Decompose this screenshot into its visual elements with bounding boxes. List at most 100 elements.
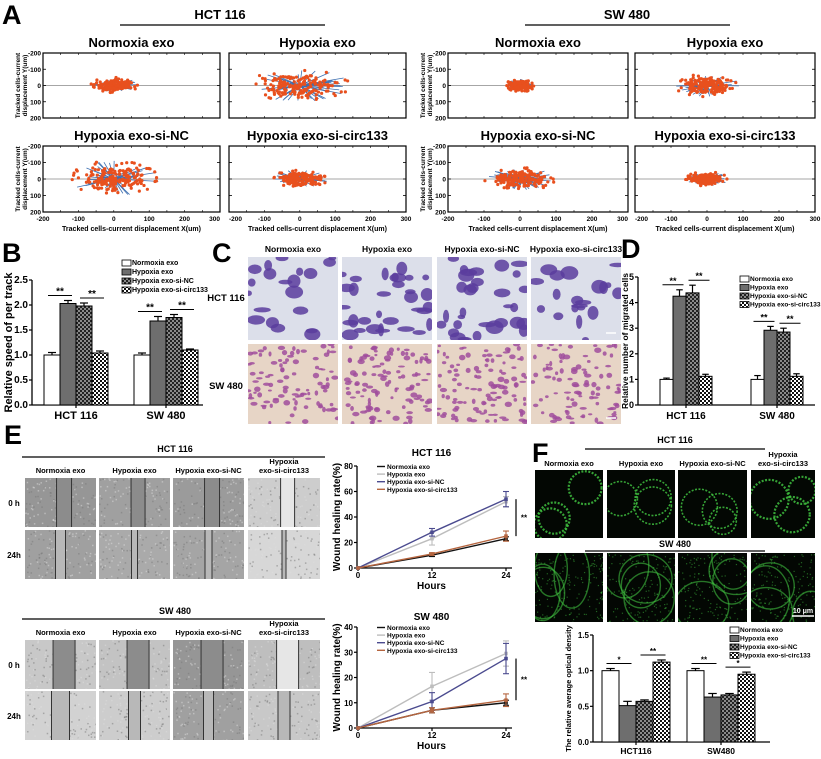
cell-texture [198,577,200,579]
track-endpoint [271,84,275,88]
cell-texture [308,513,311,516]
cell-texture [75,653,77,656]
track-endpoint [510,179,514,183]
cell-texture [271,679,274,681]
cell-texture [228,540,231,542]
cell-texture [224,517,226,519]
cell-texture [78,719,80,721]
stained-cell [294,400,298,406]
cell-texture [255,682,257,685]
cell-texture [319,683,320,685]
stained-cell [606,344,614,348]
cell-texture [119,738,121,740]
cell-texture [85,642,88,644]
cell-texture [75,660,78,663]
cell-texture [160,660,162,662]
cell-texture [111,660,114,663]
cell-texture [221,521,223,524]
cell-texture [110,535,112,537]
stained-cell [589,396,594,400]
stained-cell [250,401,258,406]
cell-texture [259,656,262,658]
cell-texture [100,563,102,565]
cell-texture [88,721,90,724]
track-endpoint [505,84,509,88]
cell-texture [314,655,316,658]
stain-speckle [622,619,624,622]
track-endpoint [693,171,698,175]
column-header: Hypoxia exo [112,628,157,637]
cell-texture [103,522,106,524]
cell-texture [168,662,170,665]
track-endpoint [703,182,708,186]
cell-texture [75,694,78,697]
track-endpoint [285,81,290,86]
cell-texture [293,693,295,695]
track-endpoint [309,176,313,180]
cell-texture [84,559,86,561]
cell-texture [73,516,76,519]
cell-texture [113,495,116,498]
track-endpoint [283,84,287,88]
track-endpoint [154,179,158,183]
cell-texture [155,534,158,537]
cell-texture [177,673,180,675]
cell-texture [236,573,238,576]
cell-texture [266,569,268,572]
cell-texture [302,485,305,488]
stained-cell [300,349,307,353]
cell-texture [226,706,229,708]
stain-speckle [536,590,539,592]
cell-texture [259,517,262,520]
cell-texture [102,478,104,480]
stained-cell [342,329,359,340]
track-endpoint [282,183,286,187]
cell-texture [122,727,124,729]
stained-cell [453,320,462,330]
cell-texture [106,653,109,656]
cell-texture [93,717,95,719]
cell-texture [123,544,125,546]
cell-texture [315,682,317,685]
cell-texture [109,566,111,569]
wound-gap [131,478,146,527]
stained-cell [576,314,583,329]
track-endpoint [277,92,281,96]
stained-cell [396,261,408,276]
cell-texture [182,526,185,527]
cell-texture [92,544,94,547]
cell-texture [257,548,260,551]
x-axis-label: Tracked cells-current displacement X(um) [469,226,608,233]
column-header: Normoxia exo [265,244,321,254]
cell-texture [251,525,253,527]
track-endpoint [116,191,120,195]
cell-texture [297,516,299,518]
stain-speckle [647,574,649,576]
cell-texture [193,736,196,738]
x-tick-label: 100 [738,216,749,223]
stained-cell [384,381,390,387]
cell-texture [233,699,235,701]
y-tick-label: 0 [37,83,41,90]
stained-cell [609,262,621,268]
stained-cell [358,317,372,325]
cell-texture [248,478,250,481]
stained-cell [419,398,425,402]
cell-texture [78,703,80,706]
stained-cell [325,377,329,382]
cell-texture [312,561,315,563]
cell-texture [248,726,251,729]
cell-texture [276,565,278,567]
cell-texture [240,688,242,689]
cell-texture [231,705,234,707]
cell-texture [147,718,150,720]
column-header: Hypoxia exo-si-NC [175,628,242,637]
cell-texture [71,574,74,576]
cell-texture [159,494,162,496]
cell-texture [100,525,102,527]
stained-cell [361,371,367,376]
cell-texture [231,530,234,532]
track-endpoint [124,82,128,87]
cell-texture [295,542,298,545]
track-endpoint [546,180,550,184]
